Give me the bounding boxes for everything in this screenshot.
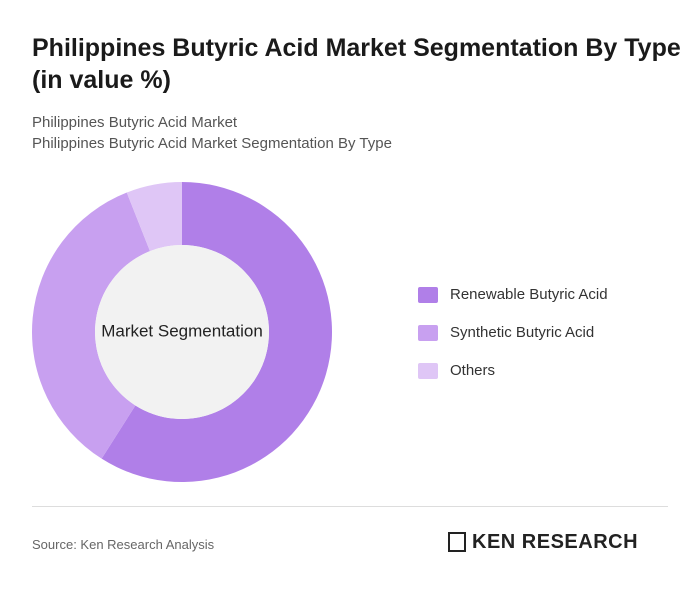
- center-label: Market Segmentation: [101, 321, 263, 340]
- logo-text: KEN RESEARCH: [472, 531, 639, 553]
- legend-label: Renewable Butyric Acid: [450, 286, 608, 303]
- legend-label: Synthetic Butyric Acid: [450, 324, 594, 341]
- legend-label: Others: [450, 362, 495, 379]
- subtitle: Philippines Butyric Acid Market Segmenta…: [32, 135, 392, 152]
- donut-slice: [126, 182, 182, 252]
- divider: [32, 506, 668, 507]
- donut-hole: [95, 245, 269, 419]
- legend-swatch: [418, 287, 438, 303]
- donut-slice: [101, 182, 333, 482]
- donut-slice: [32, 192, 150, 459]
- source: Source: Ken Research Analysis: [32, 537, 215, 552]
- logo: KEN RESEARCH: [448, 531, 638, 554]
- legend-swatch: [418, 363, 438, 379]
- subtitle: Philippines Butyric Acid Market: [32, 114, 238, 131]
- legend-swatch: [418, 325, 438, 341]
- logo-icon: [448, 532, 466, 552]
- chart-title: Philippines Butyric Acid Market Segmenta…: [32, 34, 681, 94]
